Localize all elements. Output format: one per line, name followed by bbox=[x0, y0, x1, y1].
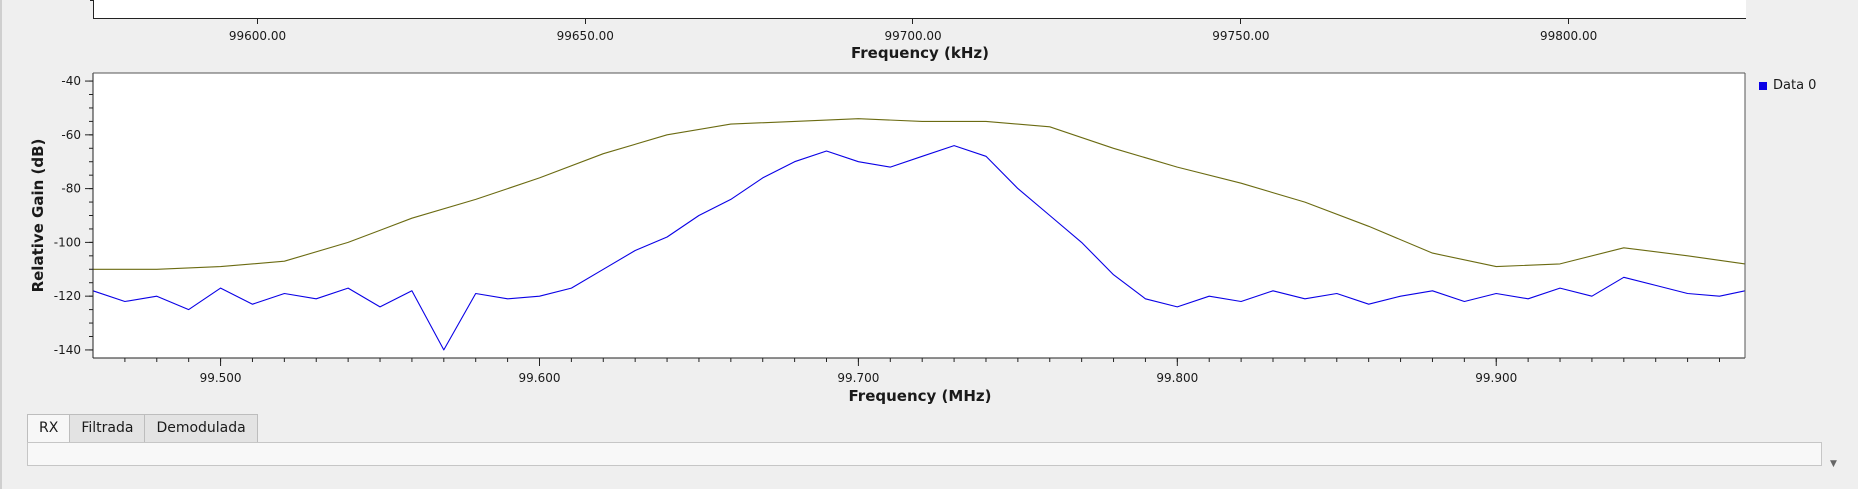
tab-filtrada[interactable]: Filtrada bbox=[69, 414, 146, 442]
x-tick-label: 99.700 bbox=[837, 371, 879, 385]
y-tick-label: -60 bbox=[61, 128, 81, 142]
top-x-axis-title: Frequency (kHz) bbox=[851, 44, 989, 62]
x-tick-label: 99.900 bbox=[1475, 371, 1517, 385]
y-tick-label: -100 bbox=[54, 235, 81, 249]
y-axis-title: Relative Gain (dB) bbox=[29, 139, 47, 293]
x-tick-label: 99.800 bbox=[1156, 371, 1198, 385]
series-line-max-hold bbox=[93, 118, 1746, 270]
series-line-data0 bbox=[92, 145, 1746, 351]
legend[interactable]: Data 0 bbox=[1759, 78, 1816, 93]
y-tick-label: -120 bbox=[54, 289, 81, 303]
legend-swatch-data0 bbox=[1759, 81, 1767, 90]
top-x-tick bbox=[1568, 18, 1569, 24]
x-tick-label: 99.500 bbox=[200, 371, 242, 385]
top-x-tick-label: 99650.00 bbox=[556, 29, 614, 43]
top-x-tick bbox=[584, 18, 586, 24]
top-x-tick-label: 99750.00 bbox=[1212, 29, 1270, 43]
x-axis-title: Frequency (MHz) bbox=[849, 387, 992, 405]
top-plot-area[interactable] bbox=[90, 0, 1746, 19]
tab-rx[interactable]: RX bbox=[27, 414, 71, 443]
plot-area bbox=[93, 73, 1745, 358]
top-x-tick-label: 99700.00 bbox=[884, 29, 942, 43]
top-x-tick bbox=[912, 18, 914, 24]
top-x-tick-label: 99600.00 bbox=[228, 29, 287, 43]
tab-demodulada[interactable]: Demodulada bbox=[144, 414, 258, 442]
top-y-tick bbox=[90, 0, 94, 1]
top-spectrum-panel: 99600.00 99650.00 99700.00 99750.00 99800.00… bbox=[0, 0, 1858, 68]
tab-content-area bbox=[27, 442, 1822, 466]
x-tick-label: 99.600 bbox=[518, 371, 560, 385]
top-x-tick bbox=[256, 18, 258, 24]
spectrum-chart[interactable]: -40 -60 -80 -100 -120 -140 99.500 99.600 99.700 9… bbox=[0, 68, 1858, 413]
top-x-tick bbox=[1240, 18, 1242, 24]
window-left-edge bbox=[0, 0, 2, 489]
top-x-tick-label: 99800.00 bbox=[1540, 29, 1598, 43]
y-tick-label: -40 bbox=[61, 74, 81, 88]
scroll-down-icon[interactable]: ▼ bbox=[1830, 459, 1837, 469]
legend-label-data0: Data 0 bbox=[1773, 78, 1817, 93]
y-tick-label: -140 bbox=[54, 343, 81, 357]
tab-bar: RX Filtrada Demodulada bbox=[27, 414, 258, 443]
y-tick-label: -80 bbox=[61, 182, 81, 196]
